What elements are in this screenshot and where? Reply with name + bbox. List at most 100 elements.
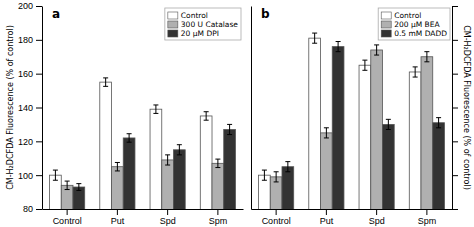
error-bar	[177, 145, 182, 155]
error-bar-line	[438, 118, 439, 128]
x-tick-label: Put	[111, 216, 125, 226]
plot-area	[259, 33, 445, 209]
y-tick: 120	[18, 137, 42, 147]
x-tick-mark	[167, 209, 168, 215]
error-bar-line	[217, 159, 218, 167]
legend-label: 0.5 mM DADD	[394, 29, 447, 38]
legend-item: 0.5 mM DADD	[381, 29, 447, 38]
error-bar-line	[338, 42, 339, 52]
bar	[150, 109, 162, 209]
x-tick: Put	[111, 209, 125, 226]
error-bar-cap	[165, 165, 170, 166]
error-bar-line	[326, 128, 327, 138]
error-bar	[127, 134, 132, 142]
error-bar-cap	[386, 129, 391, 130]
y-tick	[452, 6, 458, 7]
error-bar-cap	[53, 180, 58, 181]
bar	[371, 50, 383, 209]
error-bar-cap	[262, 180, 267, 181]
error-bar-line	[276, 172, 277, 182]
x-tick-mark	[376, 209, 377, 215]
error-bar-line	[155, 105, 156, 113]
error-bar-cap	[424, 51, 429, 52]
y-tick: 100	[18, 171, 42, 181]
bar-series	[282, 42, 444, 209]
x-tick-label: Control	[262, 216, 291, 226]
error-bar-cap	[76, 190, 81, 191]
error-bar-line	[55, 170, 56, 180]
y-tick: 140	[18, 103, 42, 113]
y-axis-title: CM-H₂DCFDA Fluorescence (% of control)	[462, 25, 471, 190]
error-bar-line	[287, 162, 288, 172]
chart: ControlPutSpdSpm80100120140160180200CM-H…	[0, 0, 474, 227]
bar	[309, 38, 321, 209]
error-bar-cap	[215, 159, 220, 160]
y-axis-line	[42, 7, 43, 210]
x-tick-mark	[217, 209, 218, 215]
error-bar-cap	[65, 181, 70, 182]
error-bar-cap	[115, 170, 120, 171]
x-axis: ControlPutSpdSpm	[43, 209, 244, 226]
y-tick-mark	[452, 209, 458, 210]
error-bar	[53, 170, 58, 180]
x-axis-line	[252, 209, 453, 210]
error-bar	[274, 172, 279, 182]
error-bar-cap	[165, 154, 170, 155]
bar	[112, 167, 124, 209]
x-tick-label: Spm	[418, 216, 437, 226]
bar-series	[73, 124, 235, 209]
bar	[100, 82, 112, 209]
plot-area	[50, 78, 236, 209]
y-tick	[452, 141, 458, 142]
y-tick-mark	[36, 6, 42, 7]
bar	[409, 72, 421, 209]
bar-series	[259, 33, 421, 209]
legend-item: 300 U Catalase	[168, 20, 239, 29]
error-bar-cap	[127, 142, 132, 143]
y-axis-title: CM-H₂DCFDA Fluorescence (% of control)	[6, 25, 15, 190]
legend-label: 200 μM BEA	[394, 20, 440, 29]
error-bar-cap	[177, 154, 182, 155]
legend: Control300 U Catalase20 μM DPI	[165, 8, 241, 40]
x-tick-label: Spd	[369, 216, 385, 226]
legend-label: Control	[181, 11, 208, 20]
error-bar-cap	[103, 77, 108, 78]
bar	[162, 160, 174, 209]
error-bar	[227, 124, 232, 134]
error-bar-line	[229, 124, 230, 134]
bar	[50, 175, 62, 209]
error-bar-line	[364, 60, 365, 70]
y-tick-label: 120	[18, 137, 33, 147]
y-tick: 80	[23, 204, 42, 214]
bar	[321, 133, 333, 209]
y-axis-right	[452, 7, 458, 210]
y-tick-label: 160	[18, 69, 33, 79]
error-bar-cap	[153, 113, 158, 114]
y-tick: 180	[18, 35, 42, 45]
error-bar-cap	[324, 137, 329, 138]
error-bar-cap	[436, 117, 441, 118]
bar	[173, 150, 185, 209]
x-axis-line	[43, 209, 244, 210]
error-bar-cap	[413, 77, 418, 78]
bar	[433, 123, 445, 209]
error-bar-cap	[177, 144, 182, 145]
x-tick-mark	[117, 209, 118, 215]
legend-label: 20 μM DPI	[181, 29, 219, 38]
error-bar	[324, 128, 329, 138]
y-tick	[452, 209, 458, 210]
error-bar-cap	[413, 66, 418, 67]
error-bar	[436, 118, 441, 128]
error-bar	[362, 60, 367, 70]
error-bar	[413, 67, 418, 77]
error-bar-line	[78, 184, 79, 191]
error-bar-line	[206, 112, 207, 120]
error-bar-line	[105, 78, 106, 86]
bar	[282, 167, 294, 209]
error-bar	[65, 181, 70, 189]
error-bar-cap	[204, 111, 209, 112]
x-tick-label: Spd	[160, 216, 176, 226]
error-bar-cap	[65, 189, 70, 190]
legend-swatch	[168, 12, 178, 19]
error-bar-line	[388, 119, 389, 129]
